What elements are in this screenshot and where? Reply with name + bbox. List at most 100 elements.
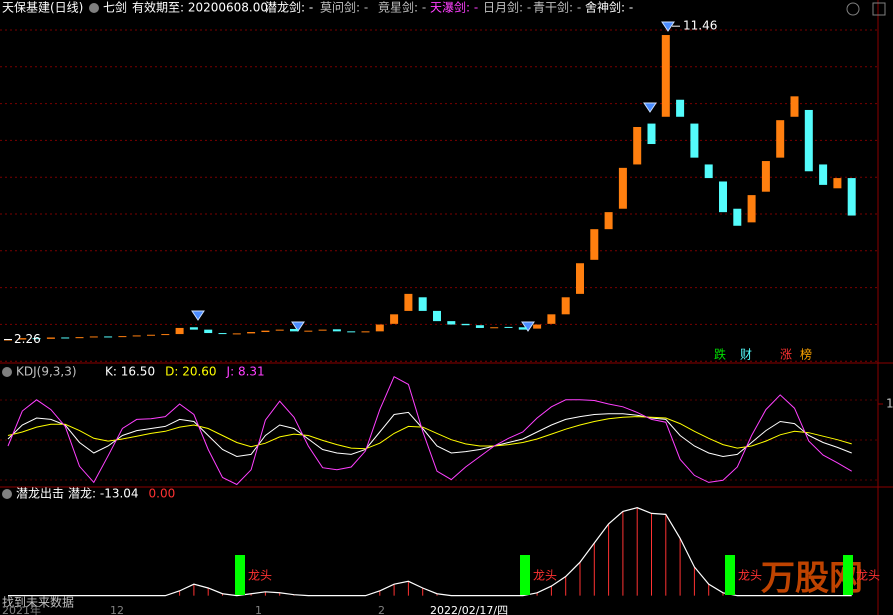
candle [18, 338, 27, 340]
diamond [291, 321, 305, 332]
candle [261, 330, 270, 333]
candle [247, 332, 256, 334]
candle [547, 314, 556, 324]
candle [118, 336, 127, 338]
candle [375, 324, 384, 332]
candle [504, 326, 513, 328]
candle [804, 109, 813, 172]
candle [761, 161, 770, 192]
candle [733, 208, 742, 226]
candle [147, 334, 155, 336]
legend-entry: 潜龙: -13.04 [68, 487, 139, 501]
x-label: 1 [255, 604, 262, 615]
kdj-line [7, 376, 852, 486]
signal-bar [520, 555, 530, 595]
candle [561, 297, 570, 315]
candle [132, 335, 141, 337]
diamonds [191, 21, 675, 332]
ql-title: 潜龙出击 [16, 487, 64, 501]
icon [89, 3, 99, 13]
candle [161, 334, 170, 336]
candle [347, 331, 356, 333]
candle [361, 331, 370, 333]
candle [819, 164, 828, 185]
candle [189, 327, 198, 330]
sword-label: 潜龙剑: - [265, 0, 313, 15]
candle [533, 324, 542, 329]
candle [647, 123, 656, 145]
candle [433, 310, 441, 322]
sword-label: 竟星剑: - [378, 0, 426, 15]
tag: 财 [740, 348, 752, 362]
icon [872, 2, 886, 16]
candle [447, 321, 456, 325]
candle [661, 35, 670, 117]
candle [61, 337, 70, 339]
candle [618, 167, 627, 209]
diamond [191, 310, 205, 321]
candle [46, 337, 55, 339]
signal-label: 龙头 [248, 569, 272, 583]
candle [847, 178, 856, 216]
signal-label: 龙头 [738, 569, 762, 583]
tag: 跌 [714, 347, 726, 362]
candle [833, 178, 842, 189]
x-label: 12 [110, 604, 124, 615]
candle [490, 327, 499, 329]
signal-label: 龙头 [856, 569, 880, 583]
candle [747, 195, 756, 223]
candle [461, 323, 470, 326]
signal-bar [235, 555, 245, 595]
legend-entry: D: 20.60 [165, 365, 216, 379]
candle [104, 336, 113, 338]
icon [846, 2, 860, 16]
candle [475, 325, 484, 328]
candle [590, 229, 599, 260]
candle [576, 263, 584, 294]
candle [175, 327, 184, 335]
candle [518, 327, 527, 330]
max-label: 11.46 [683, 19, 717, 33]
note: 0.00 [149, 487, 176, 501]
candle [604, 212, 613, 230]
candle [776, 120, 785, 158]
candle [690, 123, 699, 158]
candle [89, 336, 98, 338]
candle [275, 329, 284, 331]
candle [204, 329, 213, 334]
icon [2, 367, 12, 377]
stock-name: 天保基建(日线) [2, 1, 83, 15]
y-tick-label: 1 [886, 397, 893, 411]
signal-bar [725, 555, 735, 595]
candle [218, 333, 227, 335]
footer: 找到未来数据 [2, 595, 74, 610]
icon [2, 489, 12, 499]
candle [332, 329, 341, 332]
diamond [643, 102, 657, 113]
candle [75, 337, 84, 339]
sword-label: 青干剑: - [533, 0, 581, 15]
indicator: 七剑 [103, 0, 127, 15]
candle [790, 96, 799, 117]
candle [418, 297, 427, 311]
candle [704, 164, 713, 179]
kdj-line [7, 416, 852, 450]
candle [32, 338, 41, 340]
tag: 涨 [780, 347, 792, 362]
sword-label: 日月剑: - [483, 0, 531, 15]
diamond [661, 21, 675, 32]
grid [0, 29, 878, 481]
sword-label: 舍神剑: - [585, 0, 633, 15]
tag: 榜 [800, 347, 812, 362]
legend-entry: J: 8.31 [226, 365, 265, 379]
candle [676, 99, 685, 117]
x-label: 2 [378, 604, 385, 615]
kdj-line [7, 411, 852, 458]
kdj-title: KDJ(9,3,3) [16, 365, 77, 379]
expiry: 有效期至: 20200608.00 [132, 0, 268, 15]
candle [719, 181, 727, 213]
candle [304, 330, 313, 332]
sword-label: 莫问剑: - [320, 0, 368, 15]
sword-label: 天瀑剑: - [430, 0, 478, 15]
